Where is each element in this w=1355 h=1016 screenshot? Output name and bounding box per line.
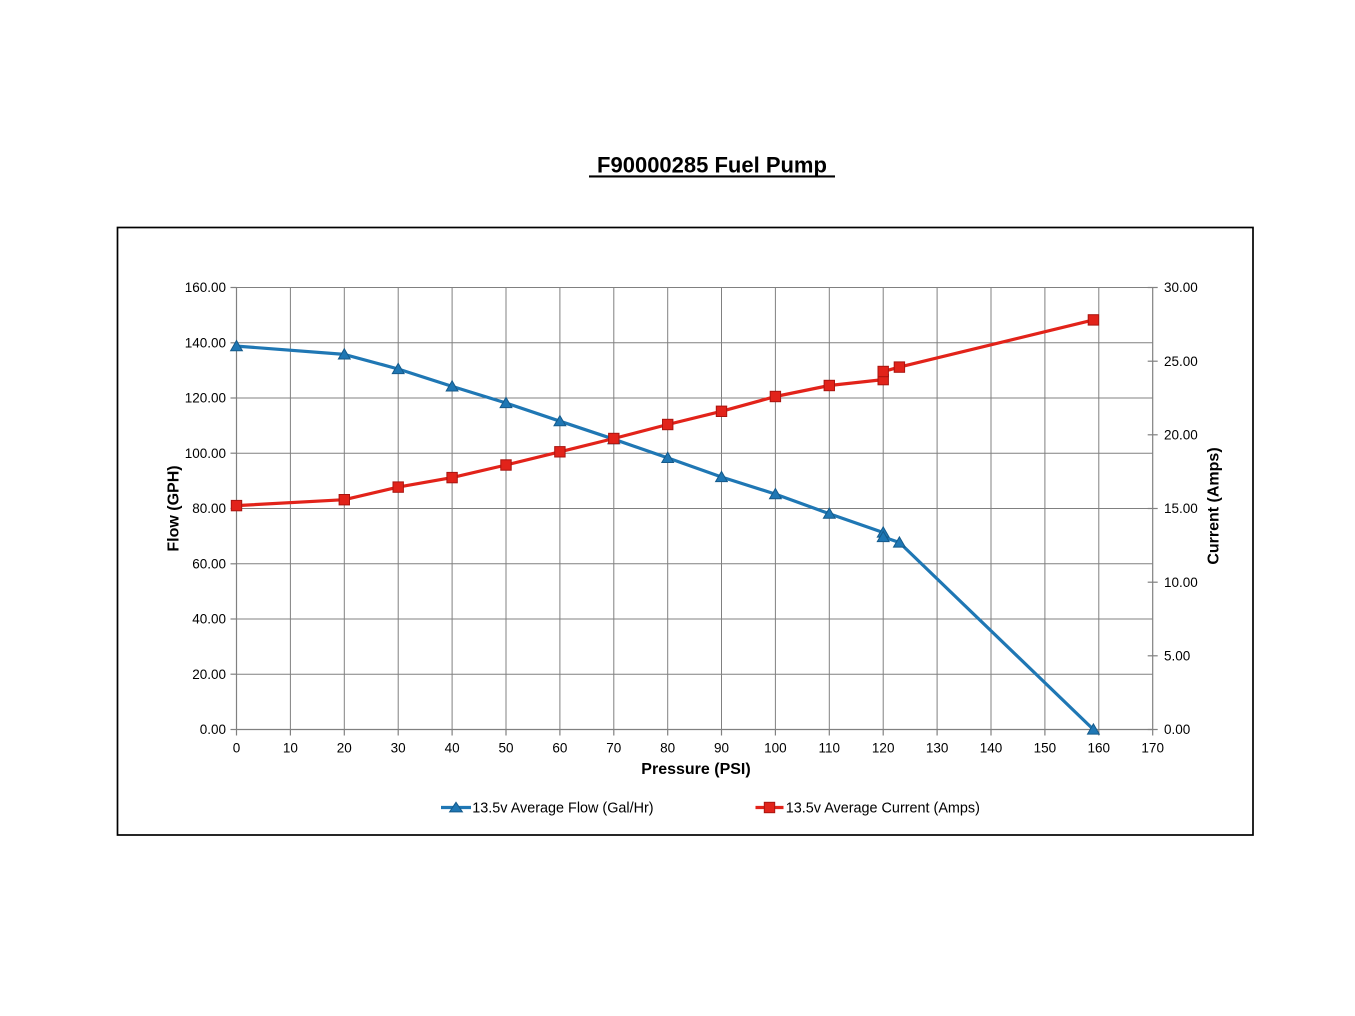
svg-text:Pressure (PSI): Pressure (PSI)	[641, 761, 750, 778]
svg-text:0.00: 0.00	[1164, 722, 1190, 737]
svg-text:170: 170	[1141, 740, 1164, 755]
svg-text:40: 40	[445, 740, 460, 755]
svg-text:70: 70	[606, 740, 621, 755]
svg-text:150: 150	[1034, 740, 1057, 755]
svg-text:140.00: 140.00	[185, 336, 226, 351]
svg-text:120: 120	[872, 740, 895, 755]
svg-text:13.5v Average Flow (Gal/Hr): 13.5v Average Flow (Gal/Hr)	[472, 800, 653, 816]
svg-text:120.00: 120.00	[185, 391, 226, 406]
svg-text:30.00: 30.00	[1164, 280, 1198, 295]
svg-text:15.00: 15.00	[1164, 501, 1198, 516]
svg-text:90: 90	[714, 740, 729, 755]
svg-text:80: 80	[660, 740, 675, 755]
svg-text:60.00: 60.00	[192, 557, 226, 572]
svg-text:130: 130	[926, 740, 949, 755]
svg-text:60: 60	[552, 740, 567, 755]
svg-text:13.5v Average Current (Amps): 13.5v Average Current (Amps)	[786, 800, 980, 816]
svg-text:30: 30	[391, 740, 406, 755]
svg-text:160.00: 160.00	[185, 280, 226, 295]
svg-text:160: 160	[1088, 740, 1111, 755]
svg-text:20.00: 20.00	[1164, 428, 1198, 443]
svg-text:0: 0	[233, 740, 241, 755]
svg-text:10.00: 10.00	[1164, 575, 1198, 590]
svg-text:50: 50	[498, 740, 513, 755]
svg-text:10: 10	[283, 740, 298, 755]
svg-text:100: 100	[764, 740, 787, 755]
svg-text:80.00: 80.00	[192, 501, 226, 516]
svg-text:110: 110	[819, 740, 841, 755]
svg-text:5.00: 5.00	[1164, 649, 1190, 664]
svg-text:40.00: 40.00	[192, 612, 226, 627]
svg-text:140: 140	[980, 740, 1003, 755]
svg-text:20: 20	[337, 740, 352, 755]
svg-text:100.00: 100.00	[185, 446, 226, 461]
svg-text:0.00: 0.00	[200, 722, 226, 737]
svg-text:20.00: 20.00	[192, 667, 226, 682]
svg-text:Flow (GPH): Flow (GPH)	[166, 465, 183, 551]
svg-text:F90000285 Fuel Pump: F90000285 Fuel Pump	[597, 152, 827, 177]
svg-text:25.00: 25.00	[1164, 354, 1198, 369]
svg-text:Current (Amps): Current (Amps)	[1206, 447, 1223, 564]
